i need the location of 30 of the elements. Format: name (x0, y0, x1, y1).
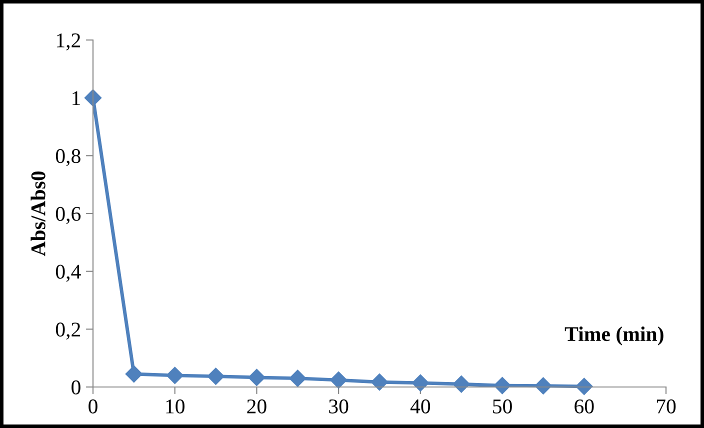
y-tick-label: 0,8 (56, 149, 80, 166)
point (84, 89, 102, 106)
x-tick-label: 40 (410, 399, 430, 414)
point (534, 377, 552, 394)
x-tick-label: 70 (656, 399, 676, 414)
x-tick-label: 30 (329, 399, 348, 414)
y-tick-label: 0,2 (56, 322, 80, 340)
x-axis-title: Time (min) (564, 326, 664, 346)
point (330, 372, 348, 389)
point (166, 366, 184, 384)
point (412, 374, 429, 392)
x-tick-label: 20 (247, 399, 266, 414)
y-tick-label: 1,2 (56, 33, 80, 50)
x-tick-label: 0 (88, 399, 98, 414)
y-tick-label: 1 (72, 91, 80, 106)
point (125, 365, 142, 383)
y-axis-title: Abs/Abs0 (30, 171, 46, 256)
y-tick-label: 0,4 (56, 264, 81, 282)
point (289, 370, 306, 387)
x-tick-label: 10 (166, 399, 184, 414)
point (452, 376, 470, 393)
y-tick-label: 0 (72, 380, 80, 394)
point (207, 368, 224, 385)
x-tick-label: 50 (493, 399, 512, 414)
point (576, 378, 593, 395)
x-tick-label: 60 (574, 399, 594, 414)
point (494, 377, 511, 394)
point (248, 368, 266, 386)
y-tick-label: 0,6 (56, 206, 81, 224)
point (370, 374, 388, 391)
